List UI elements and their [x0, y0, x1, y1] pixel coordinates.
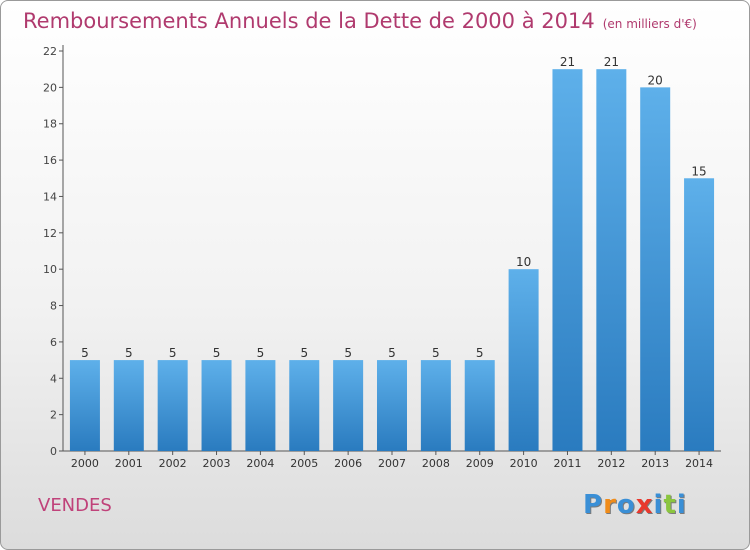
- chart-title-text: Remboursements Annuels de la Dette de 20…: [23, 9, 595, 33]
- bar: [596, 69, 627, 451]
- bar: [201, 360, 232, 451]
- y-tick-label: 8: [50, 300, 57, 313]
- bar: [157, 360, 188, 451]
- x-tick-label: 2003: [203, 457, 231, 470]
- x-tick-label: 2005: [290, 457, 318, 470]
- x-tick-label: 2006: [334, 457, 362, 470]
- x-tick-label: 2002: [159, 457, 187, 470]
- y-tick-label: 22: [43, 45, 57, 58]
- data-label: 5: [432, 346, 440, 360]
- y-tick-label: 0: [50, 445, 57, 458]
- data-label: 5: [300, 346, 308, 360]
- bar: [508, 269, 539, 451]
- data-label: 5: [169, 346, 177, 360]
- bar: [377, 360, 407, 451]
- x-tick-label: 2007: [378, 457, 406, 470]
- data-label: 20: [648, 73, 663, 87]
- data-label: 5: [125, 346, 133, 360]
- y-tick-label: 6: [50, 336, 57, 349]
- proxiti-logo: Proxiti: [583, 490, 687, 520]
- y-tick-label: 14: [43, 190, 57, 203]
- bar: [464, 360, 495, 451]
- x-tick-label: 2010: [510, 457, 538, 470]
- data-label: 5: [257, 346, 265, 360]
- bar: [420, 360, 451, 451]
- data-label: 5: [81, 346, 89, 360]
- data-label: 5: [388, 346, 396, 360]
- data-label: 5: [213, 346, 221, 360]
- chart-unit-note: (en milliers d'€): [602, 17, 697, 31]
- y-tick-label: 20: [43, 81, 57, 94]
- y-tick-label: 2: [50, 409, 57, 422]
- x-tick-label: 2009: [466, 457, 494, 470]
- bar: [640, 87, 671, 451]
- logo-letter: i: [676, 490, 687, 520]
- x-tick-label: 2008: [422, 457, 450, 470]
- data-label: 10: [516, 255, 531, 269]
- y-tick-label: 10: [43, 263, 57, 276]
- logo-letter: i: [653, 490, 664, 520]
- y-tick-label: 16: [43, 154, 57, 167]
- logo-letter: o: [616, 490, 636, 520]
- bar: [333, 360, 364, 451]
- x-tick-label: 2011: [553, 457, 581, 470]
- x-tick-label: 2001: [115, 457, 143, 470]
- data-label: 5: [344, 346, 352, 360]
- bar: [113, 360, 144, 451]
- logo-letter: x: [635, 490, 654, 520]
- data-label: 15: [691, 164, 706, 178]
- y-tick-label: 4: [50, 372, 57, 385]
- bar: [552, 69, 583, 451]
- data-label: 5: [476, 346, 484, 360]
- logo-letter: r: [603, 490, 617, 520]
- x-tick-label: 2014: [685, 457, 713, 470]
- logo-letter: P: [583, 490, 604, 520]
- location-name: VENDES: [38, 495, 112, 516]
- x-tick-label: 2013: [641, 457, 669, 470]
- y-tick-label: 12: [43, 227, 57, 240]
- data-label: 21: [560, 55, 575, 69]
- x-tick-label: 2000: [71, 457, 99, 470]
- chart-title: Remboursements Annuels de la Dette de 20…: [23, 9, 697, 33]
- bar: [684, 178, 715, 452]
- bar: [69, 360, 100, 451]
- y-tick-label: 18: [43, 118, 57, 131]
- x-tick-label: 2004: [246, 457, 274, 470]
- x-tick-label: 2012: [597, 457, 625, 470]
- bar: [289, 360, 320, 451]
- bar: [245, 360, 276, 451]
- logo-letter: t: [663, 490, 677, 520]
- data-label: 21: [604, 55, 619, 69]
